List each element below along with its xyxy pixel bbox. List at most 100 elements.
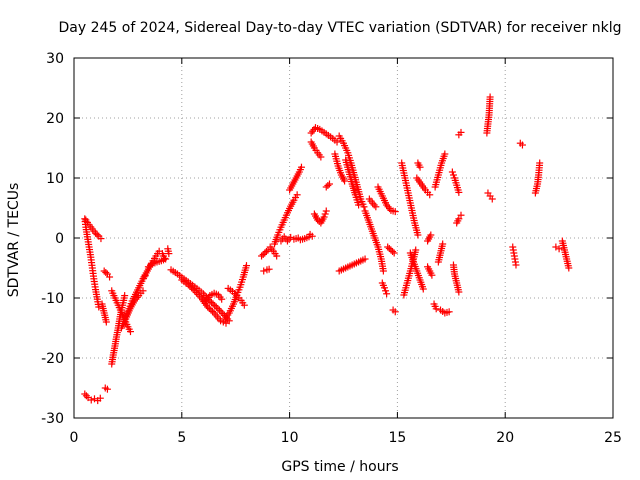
data-point [103, 385, 111, 393]
y-tick-label: -10 [41, 291, 64, 307]
data-point [457, 128, 465, 136]
data-point [518, 141, 526, 149]
data-point [317, 153, 325, 161]
data-point [536, 159, 544, 167]
x-tick-label: 10 [281, 430, 299, 446]
data-point [320, 213, 328, 221]
y-tick-label: 0 [55, 231, 64, 247]
data-point [488, 195, 496, 203]
y-tick-label: 10 [46, 171, 64, 187]
data-point [360, 203, 368, 211]
y-tick-label: -30 [41, 411, 64, 427]
data-point [260, 267, 268, 275]
data-point [207, 306, 215, 314]
data-point [287, 233, 295, 241]
data-point [314, 216, 322, 224]
data-point [486, 93, 494, 101]
data-point [102, 269, 110, 276]
data-series [81, 93, 573, 405]
data-point [385, 245, 393, 252]
data-point [565, 264, 573, 272]
data-point [448, 168, 456, 176]
data-point [211, 302, 219, 309]
data-point [341, 177, 349, 185]
data-point [222, 319, 230, 327]
y-tick-label: 30 [46, 51, 64, 67]
x-tick-label: 5 [177, 430, 186, 446]
data-point [432, 305, 440, 313]
data-point [383, 290, 391, 298]
data-point [322, 183, 330, 191]
data-point [512, 261, 520, 269]
data-point [188, 284, 196, 292]
data-point [81, 390, 89, 398]
data-point [218, 295, 226, 303]
data-point [384, 243, 392, 251]
data-point [416, 163, 424, 171]
data-point [273, 252, 281, 260]
data-point [97, 235, 105, 243]
data-point [379, 267, 387, 275]
data-point [162, 255, 170, 263]
data-point [93, 231, 101, 239]
data-point [209, 300, 217, 308]
data-point [445, 308, 453, 316]
data-point [293, 191, 301, 199]
data-point [87, 396, 95, 404]
data-point [258, 252, 266, 260]
data-point [412, 246, 420, 254]
data-point [259, 251, 267, 258]
data-point [297, 163, 305, 171]
data-point [205, 305, 213, 312]
data-point [308, 232, 316, 240]
data-point [325, 180, 333, 188]
data-point [184, 281, 192, 289]
data-point [552, 243, 560, 251]
data-point [165, 250, 173, 258]
data-point [324, 182, 332, 189]
data-point [389, 248, 397, 255]
data-point [216, 306, 224, 314]
data-point [126, 328, 134, 336]
data-point [333, 138, 341, 146]
data-point [100, 267, 108, 275]
data-point [95, 303, 103, 311]
grid [74, 58, 613, 418]
data-point [261, 249, 269, 257]
x-tick-label: 15 [388, 430, 406, 446]
data-point [121, 292, 129, 300]
data-point [265, 265, 273, 273]
x-axis-label: GPS time / hours [281, 459, 398, 475]
data-point [390, 249, 398, 257]
data-point [455, 188, 463, 196]
chart-title: Day 245 of 2024, Sidereal Day-to-day VTE… [59, 20, 622, 36]
data-point [391, 208, 399, 216]
data-point [457, 211, 465, 219]
data-point [427, 231, 435, 239]
y-axis-label: SDTVAR / TECUs [6, 183, 22, 298]
data-point [382, 287, 390, 295]
data-point [428, 271, 436, 279]
data-point [186, 282, 194, 290]
data-point [82, 392, 90, 400]
x-tick-label: 20 [496, 430, 514, 446]
data-point [414, 231, 422, 239]
data-point [240, 301, 248, 309]
data-point [555, 245, 563, 253]
data-point [207, 299, 215, 306]
x-tick-label: 25 [604, 430, 622, 446]
y-tick-label: -20 [41, 351, 64, 367]
data-point [204, 303, 212, 311]
data-point [449, 171, 457, 179]
data-point [214, 305, 222, 313]
data-point [426, 191, 434, 199]
data-point [321, 210, 329, 218]
data-point [455, 288, 463, 296]
tick-labels: 0 5 10 15 20 25 -30 -20 -10 0 10 20 30 [41, 51, 622, 446]
data-point [355, 201, 363, 209]
data-point [102, 318, 110, 326]
data-point [189, 285, 197, 293]
data-point [262, 248, 270, 255]
data-point [92, 229, 100, 237]
